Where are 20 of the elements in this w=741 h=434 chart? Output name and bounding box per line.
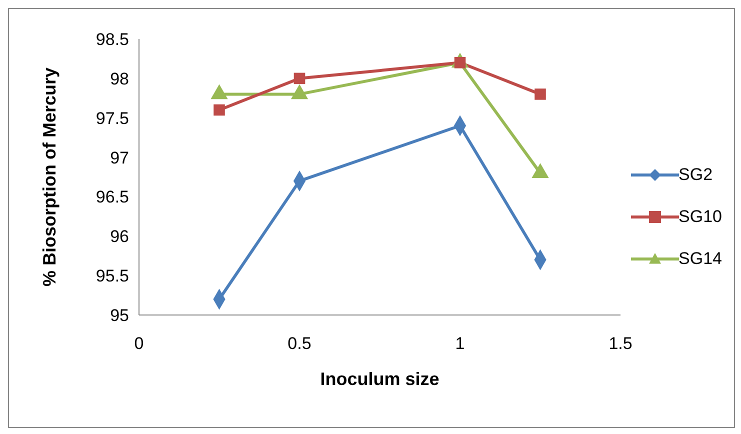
x-tick-label: 0.5 [288, 334, 312, 354]
y-axis-title: % Biosorption of Mercury [39, 67, 60, 287]
legend-label: SG10 [678, 207, 722, 227]
y-tick-label: 96 [110, 227, 129, 246]
y-tick-label: 96.5 [96, 188, 129, 207]
y-tick-label: 95 [110, 306, 129, 326]
y-tick-label: 98.5 [96, 30, 129, 50]
y-tick-label: 97 [110, 148, 129, 168]
x-tick-label: 0 [134, 334, 144, 354]
point [534, 88, 546, 100]
point [214, 104, 225, 116]
legend-label: SG14 [678, 249, 722, 269]
point [294, 72, 306, 84]
y-tick-label: 98 [110, 69, 129, 88]
y-tick-label: 95.5 [96, 266, 129, 286]
x-axis-title: Inoculum size [320, 369, 440, 389]
legend-label: SG2 [678, 165, 713, 185]
x-tick-label: 1 [455, 334, 465, 354]
x-tick-label: 1.5 [608, 334, 632, 354]
y-tick-label: 97.5 [96, 108, 129, 128]
